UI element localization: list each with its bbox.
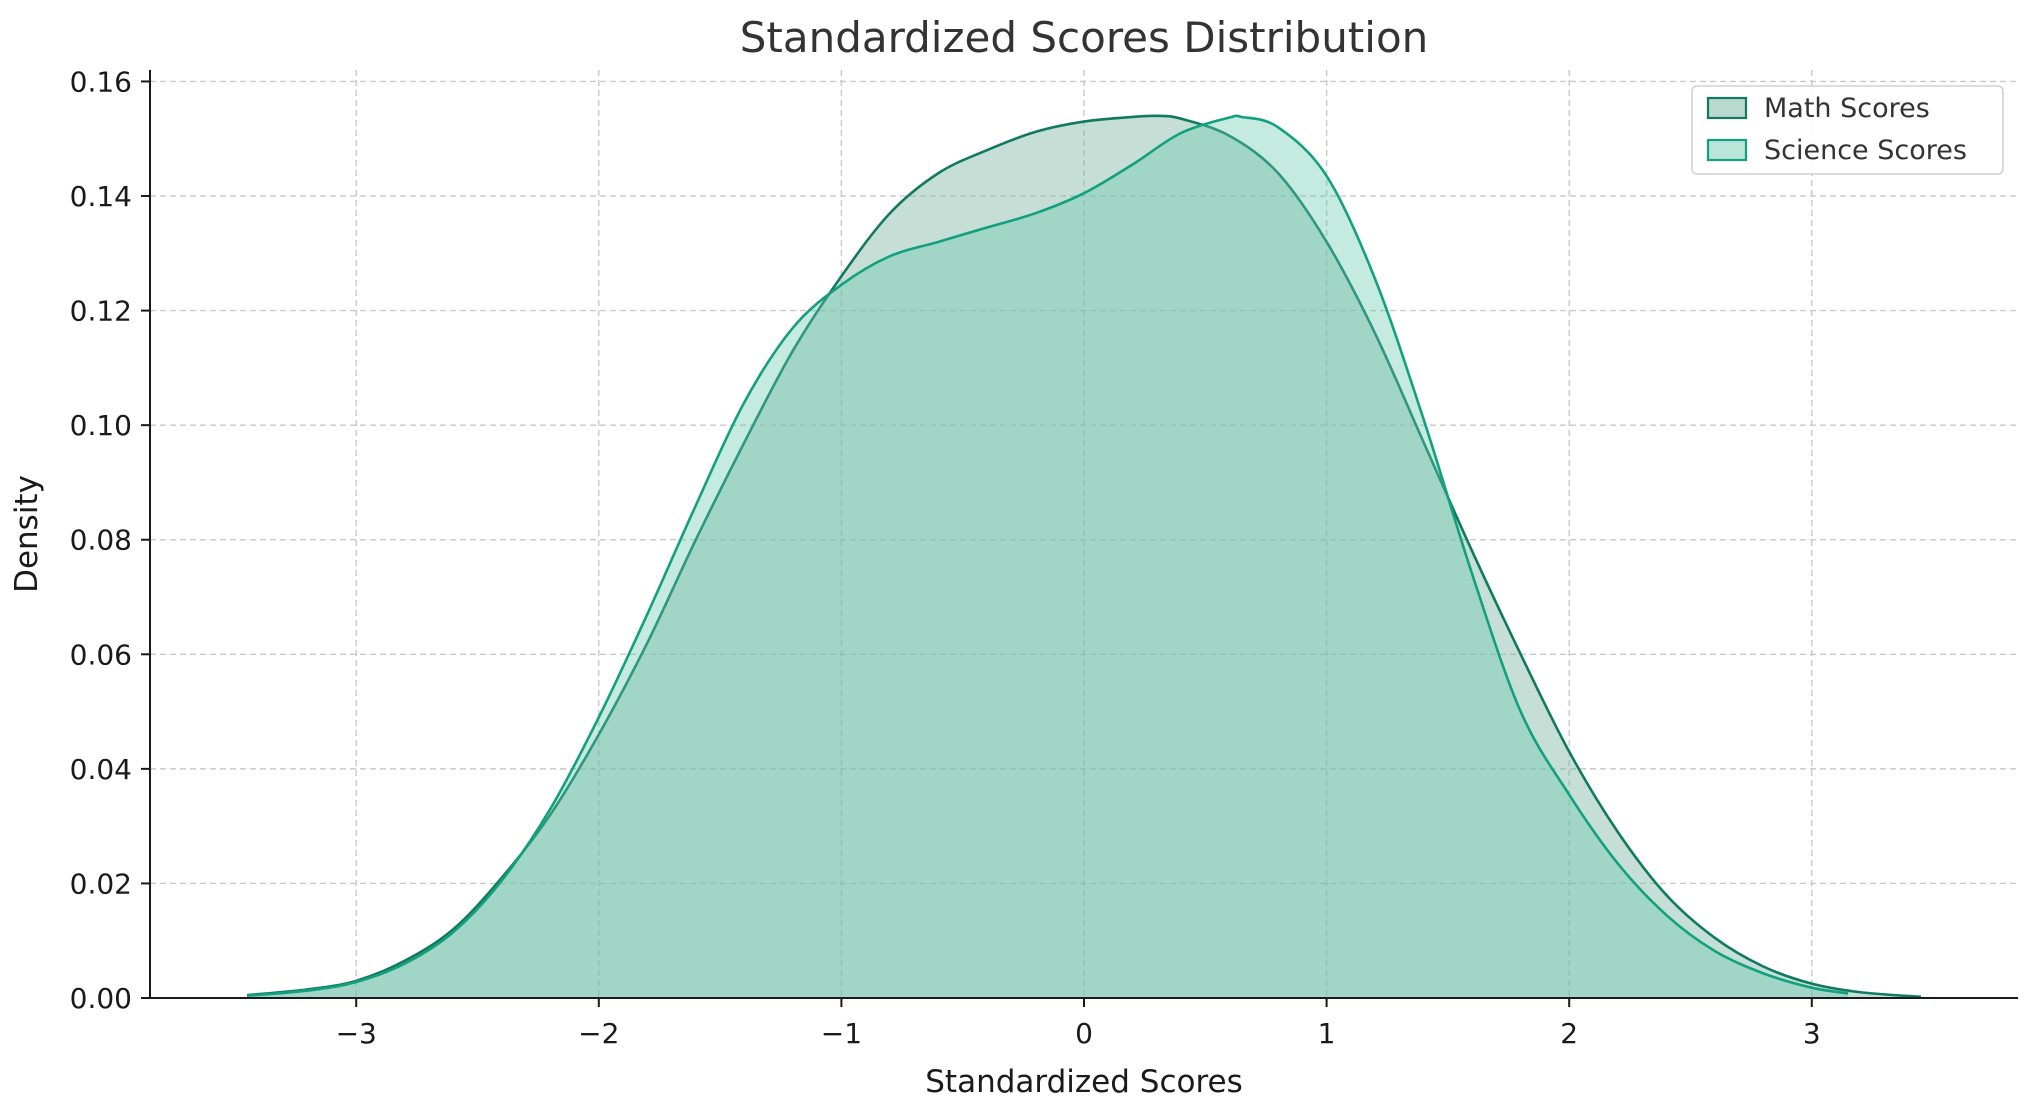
legend-frame [1691, 85, 2004, 175]
y-tick-label-0-10: 0.10 [70, 409, 132, 442]
x-tick-label-neg-1: −1 [821, 1017, 862, 1050]
y-tick-label-0-14: 0.14 [70, 180, 132, 213]
y-tick-label-0-06: 0.06 [70, 638, 132, 671]
math-density-line [246, 114, 1922, 999]
x-tick-label-neg-2: −2 [578, 1017, 619, 1050]
x-tick-label-3: 3 [1803, 1017, 1821, 1050]
math-density-area [247, 115, 1921, 998]
legend-label-math: Math Scores [1764, 93, 1930, 124]
series-layer [246, 114, 1922, 999]
ticks: −3 −2 −1 0 1 2 3 0.00 0.02 0.04 0.06 0.08 0.10 0.12 0.… [70, 65, 1821, 1050]
legend-swatch-math [1706, 96, 1748, 120]
x-tick-label-1: 1 [1318, 1017, 1336, 1050]
science-density-line [246, 114, 1849, 998]
y-tick-label-0-04: 0.04 [70, 753, 132, 786]
y-tick-label-0-02: 0.02 [70, 867, 132, 900]
legend-label-science: Science Scores [1764, 135, 1967, 166]
chart-title: Standardized Scores Distribution [740, 13, 1429, 62]
x-tick-label-0: 0 [1075, 1017, 1093, 1050]
y-tick-label-0-08: 0.08 [70, 524, 132, 557]
legend: Math Scores Science Scores [1691, 85, 2004, 175]
y-tick-label-0-12: 0.12 [70, 295, 132, 328]
y-tick-label-0-00: 0.00 [70, 982, 132, 1015]
grid [150, 70, 2018, 999]
x-tick-label-2: 2 [1560, 1017, 1578, 1050]
y-tick-label-0-16: 0.16 [70, 65, 132, 98]
legend-swatch-science [1706, 138, 1748, 162]
science-density-area [247, 115, 1849, 999]
x-axis-title: Standardized Scores [925, 1064, 1243, 1100]
y-axis-title: Density [9, 475, 45, 593]
x-tick-label-neg-3: −3 [336, 1017, 377, 1050]
